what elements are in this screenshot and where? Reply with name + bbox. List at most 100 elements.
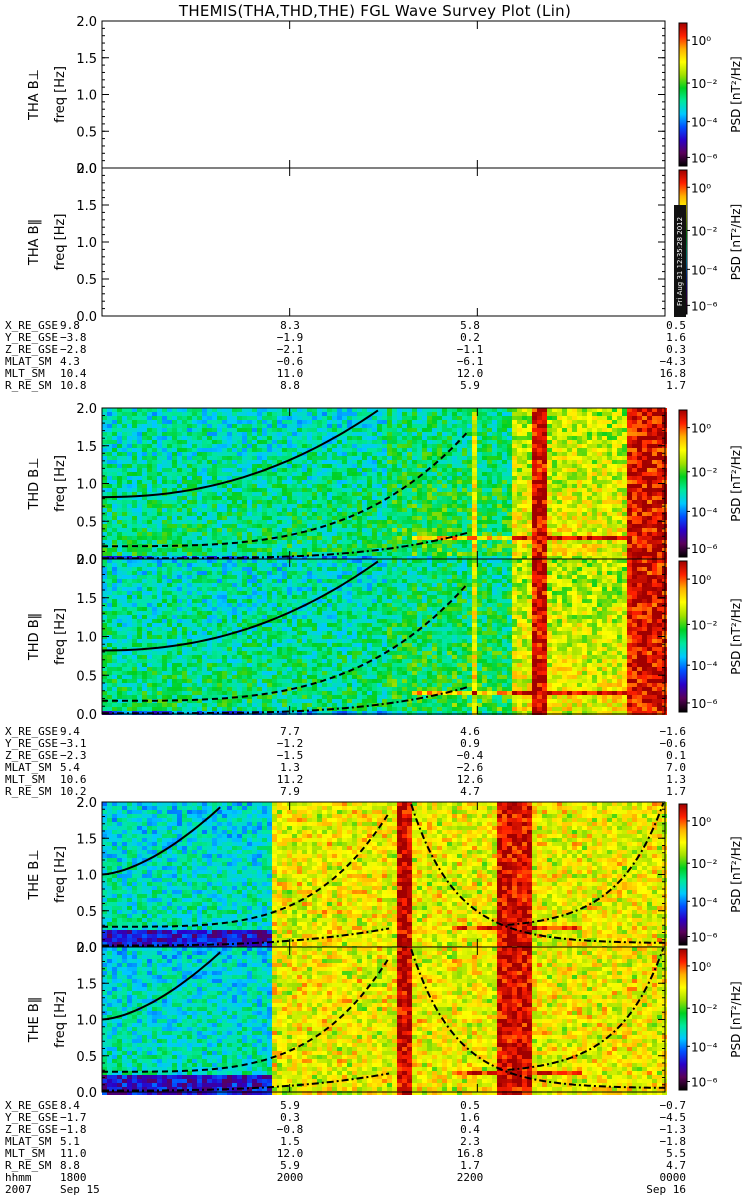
colorbar-tick-label: 10⁻⁶ (691, 697, 718, 711)
ephemeris-value: 4.3 (60, 355, 80, 368)
ephemeris-value: −3.1 (60, 737, 87, 750)
ephemeris-label: R_RE_SM (5, 1159, 52, 1172)
y-tick-label: 1.0 (76, 1014, 97, 1029)
y-tick-label: 2.0 (76, 553, 97, 568)
ephemeris-value: 12.6 (456, 773, 484, 786)
helium-gyrofrequency-curve (102, 927, 390, 947)
y-tick-label: 1.5 (76, 977, 97, 992)
colorbar-tick-label: 10⁻⁴ (691, 895, 718, 909)
ephemeris-value: 7.9 (280, 785, 300, 798)
ephemeris-label: Z_RE_GSE (5, 749, 58, 762)
ephemeris-row: Z_RE_GSE −2.3 −1.5 −0.4 0.1 (0, 750, 700, 762)
plot-title: THEMIS(THA,THD,THE) FGL Wave Survey Plot… (178, 2, 572, 20)
ephemeris-value: −1.9 (276, 331, 304, 344)
ephemeris-value: −4.5 (659, 1111, 687, 1124)
y-axis-probe-label: THA B‖ (27, 219, 42, 266)
ephemeris-value: 1.6 (666, 331, 686, 344)
colorbar-tick-label: 10⁻² (691, 466, 718, 480)
y-tick-label: 1.5 (76, 832, 97, 847)
ephemeris-value: 4.6 (460, 725, 480, 738)
colorbar (678, 409, 688, 558)
colorbar-tick-label: 10⁻⁶ (691, 299, 718, 313)
colorbar-tick-label: 10⁻² (691, 1002, 718, 1016)
ephemeris-value: 12.0 (456, 367, 484, 380)
y-tick-label: 2.0 (76, 796, 97, 811)
ephemeris-row: MLT_SM 10.4 11.0 12.0 16.8 (0, 368, 700, 380)
ephemeris-value: −1.1 (456, 343, 484, 356)
ephemeris-value: 0.4 (460, 1123, 480, 1136)
y-axis-probe-label: THE B‖ (27, 997, 42, 1043)
ephemeris-value: −1.2 (276, 737, 304, 750)
half-gyrofrequency-curve (102, 582, 469, 702)
spectrogram-image (102, 802, 667, 950)
ephemeris-value: 5.9 (280, 1159, 300, 1172)
y-tick-label: 1.5 (76, 199, 97, 214)
colorbar-tick-label: 10⁰ (691, 960, 711, 974)
ephemeris-value: 12.0 (276, 1147, 304, 1160)
ephemeris-value: 0.5 (666, 319, 686, 332)
ephemeris-value: 0.5 (460, 1099, 480, 1112)
y-tick-label: 2.0 (76, 402, 97, 417)
ephemeris-row: MLT_SM 11.0 12.0 16.8 5.5 (0, 1148, 700, 1160)
ephemeris-label: MLAT_SM (5, 355, 52, 368)
ephemeris-row: X_RE_GSE 9.4 7.7 4.6 −1.6 (0, 726, 700, 738)
y-tick-label: 1.0 (76, 869, 97, 884)
ephemeris-value: 0.3 (280, 1111, 300, 1124)
y-tick-label: 0.5 (76, 515, 97, 530)
ephemeris-row: Z_RE_GSE −1.8 −0.8 0.4 −1.3 (0, 1124, 700, 1136)
y-axis-label: freq [Hz] (53, 455, 68, 512)
ephemeris-value: 7.7 (280, 725, 300, 738)
ephemeris-value: 0000 (659, 1171, 687, 1184)
ephemeris-label: X_RE_GSE (5, 1099, 58, 1112)
y-tick-label: 0.0 (76, 162, 97, 177)
ephemeris-value: −1.7 (60, 1111, 87, 1124)
ephemeris-value: −1.8 (659, 1135, 687, 1148)
colorbar (678, 22, 688, 167)
ephemeris-value: −0.6 (276, 355, 304, 368)
colorbar-label: PSD [nT²/Hz] (729, 445, 743, 521)
ephemeris-row: Y_RE_GSE −3.1 −1.2 0.9 −0.6 (0, 738, 700, 750)
ephemeris-value: 1.3 (280, 761, 300, 774)
generation-timestamp: Fri Aug 31 12:35:28 2012 (674, 205, 686, 317)
ephemeris-value: −1.8 (60, 1123, 87, 1136)
ephemeris-label: MLT_SM (5, 367, 45, 380)
ephemeris-value: 9.4 (60, 725, 80, 738)
y-axis-probe-label: THA B⊥ (27, 69, 42, 121)
y-axis-probe-label: THD B‖ (27, 613, 42, 661)
y-tick-label: 0.0 (76, 708, 97, 723)
ephemeris-label: R_RE_SM (5, 379, 52, 392)
y-tick-label: 1.0 (76, 236, 97, 251)
y-tick-label: 0.5 (76, 273, 97, 288)
ephemeris-value: −6.1 (456, 355, 484, 368)
y-axis-probe-label: THD B⊥ (27, 457, 42, 510)
ephemeris-label: MLT_SM (5, 1147, 45, 1160)
ephemeris-label: MLAT_SM (5, 1135, 52, 1148)
ephemeris-value: 5.1 (60, 1135, 80, 1148)
ephemeris-value: 10.4 (60, 367, 87, 380)
ephemeris-row: R_RE_SM 10.8 8.8 5.9 1.7 (0, 380, 700, 392)
y-tick-label: 0.5 (76, 125, 97, 140)
ephemeris-value: 1800 (60, 1171, 87, 1184)
ephemeris-row: hhmm 1800 2000 2200 0000 (0, 1172, 700, 1184)
spectrogram-panel-tha-bperp: 0.0 0.5 1.0 1.5 2.0 THA B⊥ freq [Hz] 10⁰ 10⁻² 10⁻… (27, 15, 743, 177)
colorbar-tick-label: 10⁰ (691, 34, 711, 48)
ephemeris-value: 10.6 (60, 773, 87, 786)
ephemeris-value: 7.0 (666, 761, 686, 774)
y-tick-label: 0.5 (76, 669, 97, 684)
y-tick-label: 1.5 (76, 592, 97, 607)
ephemeris-value: 5.4 (60, 761, 80, 774)
y-tick-label: 1.0 (76, 478, 97, 493)
gyrofrequency-curve (101, 951, 221, 1021)
spectrogram-panel-thd-bpar: 0.0 0.5 1.0 1.5 2.0 THD B‖ freq [Hz] 10⁰ 10⁻² 10⁻… (27, 553, 743, 723)
ephemeris-value: −1.6 (659, 725, 687, 738)
y-tick-label: 1.5 (76, 52, 97, 67)
ephemeris-value: 1.5 (280, 1135, 300, 1148)
colorbar-tick-label: 10⁰ (691, 422, 711, 436)
ephemeris-row: R_RE_SM 8.8 5.9 1.7 4.7 (0, 1160, 700, 1172)
y-axis-label: freq [Hz] (53, 66, 68, 123)
colorbar-label: PSD [nT²/Hz] (729, 981, 743, 1057)
ephemeris-label: X_RE_GSE (5, 725, 58, 738)
ephemeris-value: 0.2 (460, 331, 480, 344)
colorbar-tick-label: 10⁻⁴ (691, 1040, 718, 1054)
